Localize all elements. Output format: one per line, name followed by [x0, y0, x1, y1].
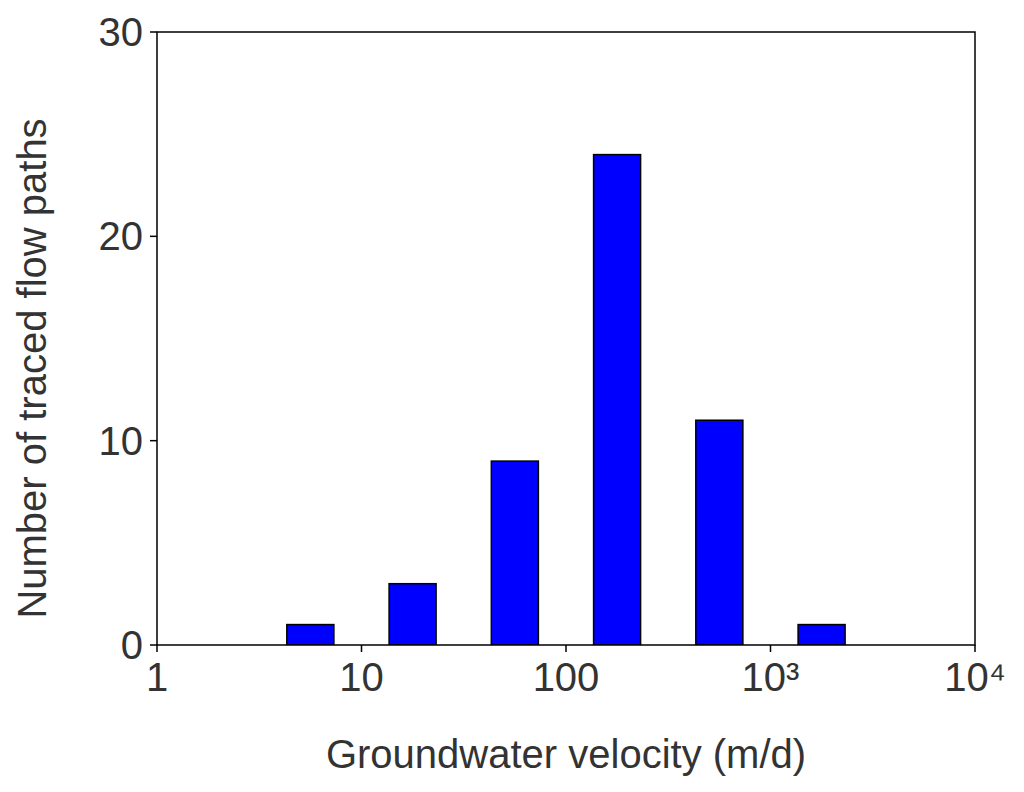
y-tick-label: 10 — [99, 419, 144, 463]
chart: 1 10 100 10³ 10⁴ 0 10 20 30 Groundwater velocity … — [0, 0, 1024, 792]
y-tick-label: 30 — [99, 10, 144, 54]
bar — [287, 625, 334, 645]
plot-frame — [157, 32, 975, 645]
x-tick — [361, 645, 363, 652]
y-tick-label: 20 — [99, 214, 144, 258]
x-tick-label: 1 — [146, 655, 168, 699]
x-tick — [565, 645, 567, 652]
y-tick — [150, 644, 157, 646]
bars — [287, 155, 845, 645]
bar — [798, 625, 845, 645]
x-tick-label: 100 — [533, 655, 600, 699]
x-tick-label: 10³ — [742, 655, 800, 699]
y-tick — [150, 440, 157, 442]
y-axis-label: Number of traced flow paths — [10, 118, 54, 618]
x-tick-label: 10⁴ — [944, 655, 1006, 699]
x-tick — [156, 645, 158, 652]
bar — [389, 584, 436, 645]
x-tick — [770, 645, 772, 652]
chart-container: 1 10 100 10³ 10⁴ 0 10 20 30 Groundwater velocity … — [0, 0, 1024, 792]
x-tick — [974, 645, 976, 652]
x-axis-label: Groundwater velocity (m/d) — [326, 732, 806, 776]
y-tick-label: 0 — [121, 623, 143, 667]
bar — [594, 155, 641, 645]
bar — [491, 461, 538, 645]
x-tick-label: 10 — [339, 655, 384, 699]
bar — [696, 420, 743, 645]
y-tick — [150, 236, 157, 238]
y-tick — [150, 31, 157, 33]
